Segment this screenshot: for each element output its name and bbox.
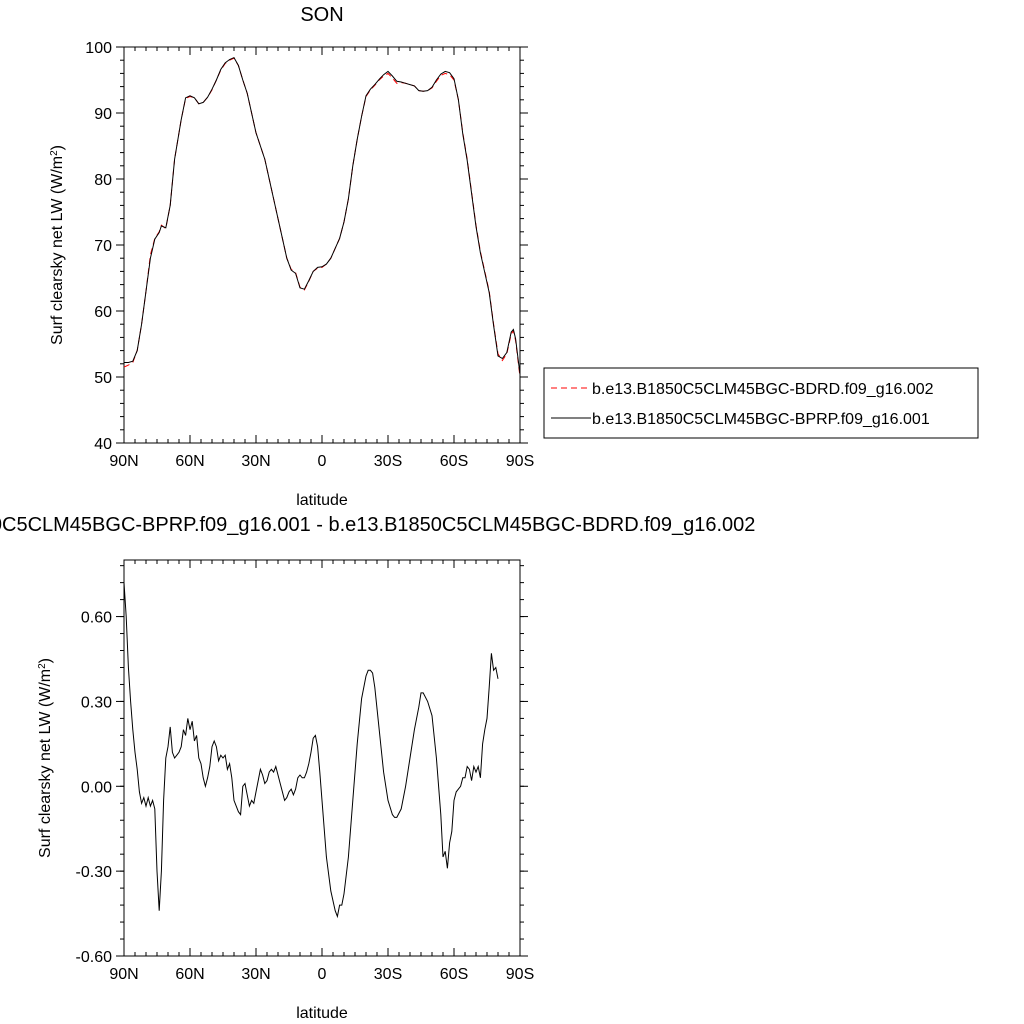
bottom-x-tick-label: 60N [175,966,204,983]
legend-label-bdrd: b.e13.B1850C5CLM45BGC-BDRD.f09_g16.002 [592,381,934,398]
top-x-axis-label: latitude [296,492,348,509]
bottom-x-tick-label: 30N [241,966,270,983]
top-panel: SON 90N 60N 30N 0 30S 60S 90S 40 50 60 70 80 90 100 l… [49,4,535,509]
bottom-x-tick-label: 30S [374,966,402,983]
top-x-tick-label: 30S [374,453,402,470]
bottom-y-axis-label: Surf clearsky net LW (W/m2) [37,658,55,858]
bottom-y-tick-label: 0.00 [81,779,112,796]
bottom-x-tick-label: 90N [109,966,138,983]
top-y-tick-label: 70 [94,238,112,255]
bottom-y-tick-label: -0.30 [76,864,113,881]
legend: b.e13.B1850C5CLM45BGC-BDRD.f09_g16.002 b… [543,367,979,439]
bottom-y-tick-label: 0.60 [81,610,112,627]
bottom-series-group [123,582,499,919]
bottom-y-tick-label: 0.30 [81,694,112,711]
bottom-panel: b.e13.B1850C5CLM45BGC-BPRP.f09_g16.001 -… [0,514,755,1022]
top-series-line-0 [123,57,521,378]
bottom-plot-frame [123,559,521,957]
top-x-tick-label: 0 [318,453,327,470]
legend-label-bprp: b.e13.B1850C5CLM45BGC-BPRP.f09_g16.001 [592,411,930,428]
top-x-tick-label: 90N [109,453,138,470]
bottom-axis-ticks: 90N 60N 30N 0 30S 60S 90S -0.60 -0.30 0.00 0.30 0.6… [76,560,534,983]
top-series-line-1 [124,56,521,375]
top-x-tick-label: 30N [241,453,270,470]
top-y-tick-label: 80 [94,172,112,189]
bottom-series-line-0 [123,582,499,919]
top-y-tick-label: 60 [94,304,112,321]
top-x-tick-label: 90S [506,453,534,470]
top-y-tick-label: 50 [94,370,112,387]
bottom-chart-title: b.e13.B1850C5CLM45BGC-BPRP.f09_g16.001 -… [0,514,755,536]
top-x-tick-label: 60N [175,453,204,470]
legend-box [543,367,979,439]
bottom-x-tick-label: 60S [440,966,468,983]
bottom-x-axis-label: latitude [296,1005,348,1022]
top-axis-ticks: 90N 60N 30N 0 30S 60S 90S 40 50 60 70 80 90 100 [85,40,534,470]
top-series-group [123,56,521,378]
top-chart-title: SON [300,4,343,26]
top-x-tick-label: 60S [440,453,468,470]
top-y-axis-label: Surf clearsky net LW (W/m2) [49,145,67,345]
top-y-tick-label: 40 [94,436,112,453]
bottom-x-tick-label: 0 [318,966,327,983]
bottom-x-tick-label: 90S [506,966,534,983]
top-y-tick-label: 90 [94,106,112,123]
top-y-tick-label: 100 [85,40,112,57]
bottom-y-tick-label: -0.60 [76,949,113,966]
